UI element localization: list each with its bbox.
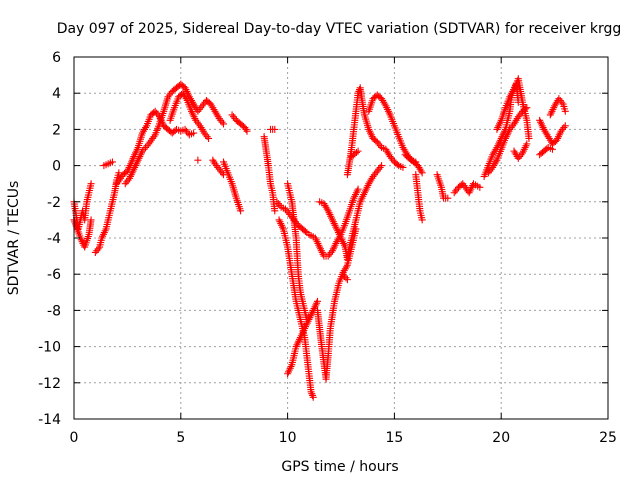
y-tick-label: 2 — [52, 122, 61, 138]
data-point — [87, 216, 95, 224]
data-point — [343, 276, 351, 284]
data-track — [305, 185, 362, 260]
data-track — [194, 156, 202, 164]
data-track — [450, 180, 484, 197]
y-tick-label: 6 — [52, 50, 61, 66]
x-tick-label: 25 — [599, 430, 617, 446]
data-track — [536, 116, 569, 148]
data-point — [301, 227, 309, 235]
y-tick-label: 0 — [52, 159, 61, 175]
data-point — [190, 129, 198, 137]
data-track — [401, 151, 426, 177]
data-track — [536, 144, 556, 159]
data-track — [284, 297, 322, 378]
data-point — [205, 134, 213, 142]
y-tick-label: -2 — [47, 195, 61, 211]
data-point — [243, 127, 251, 135]
y-axis-label: SDTVAR / TECUs — [6, 181, 22, 296]
data-track — [100, 158, 116, 170]
data-point — [237, 207, 245, 215]
data-point — [352, 148, 360, 156]
data-point — [476, 183, 484, 191]
data-point — [378, 162, 386, 170]
data-track — [113, 107, 198, 188]
data-track — [339, 270, 351, 284]
data-points — [70, 75, 569, 401]
data-track — [209, 156, 228, 179]
data-point — [309, 393, 317, 401]
data-point — [418, 169, 426, 177]
data-point — [548, 145, 556, 153]
data-track — [121, 80, 228, 188]
data-point — [115, 169, 123, 177]
data-point — [87, 180, 95, 188]
data-point — [220, 120, 228, 128]
data-point — [525, 134, 533, 142]
data-point — [271, 207, 279, 215]
data-track — [343, 84, 407, 179]
data-track — [412, 171, 426, 224]
data-track — [267, 125, 279, 133]
y-tick-label: -14 — [38, 412, 61, 428]
data-point — [561, 107, 569, 115]
data-point — [561, 122, 569, 130]
data-point — [444, 194, 452, 202]
y-tick-label: 4 — [52, 86, 61, 102]
axis-ticks: 0 5 10 15 20 25 -14 -12 -10 -8 -6 -4 -2 0 2 4 6 — [38, 50, 617, 446]
data-track — [510, 140, 531, 162]
data-track — [70, 216, 95, 251]
x-tick-label: 0 — [70, 430, 79, 446]
x-axis-label: GPS time / hours — [281, 459, 398, 475]
data-track — [166, 89, 213, 142]
data-point — [314, 297, 322, 305]
x-tick-label: 10 — [279, 430, 297, 446]
data-track — [433, 171, 452, 202]
y-tick-label: -8 — [47, 303, 61, 319]
data-track — [228, 111, 251, 135]
x-tick-label: 15 — [385, 430, 403, 446]
data-point — [523, 140, 531, 148]
data-point — [271, 125, 279, 133]
data-track — [493, 75, 533, 142]
data-track — [284, 180, 311, 323]
data-track — [348, 147, 362, 161]
chart-title: Day 097 of 2025, Sidereal Day-to-day VTE… — [57, 21, 622, 37]
data-point — [399, 163, 407, 171]
data-track — [260, 133, 279, 215]
y-tick-label: -4 — [47, 231, 61, 247]
y-tick-label: -10 — [38, 340, 61, 356]
data-point — [108, 158, 116, 166]
data-point — [194, 156, 202, 164]
data-point — [393, 160, 401, 168]
data-point — [354, 147, 362, 155]
data-track — [220, 158, 245, 215]
data-track — [343, 162, 386, 260]
y-tick-label: -6 — [47, 267, 61, 283]
x-tick-label: 20 — [492, 430, 510, 446]
data-point — [354, 185, 362, 193]
data-track — [546, 95, 569, 119]
data-track — [275, 216, 317, 401]
x-tick-label: 5 — [176, 430, 185, 446]
data-point — [418, 216, 426, 224]
y-tick-label: -12 — [38, 376, 61, 392]
